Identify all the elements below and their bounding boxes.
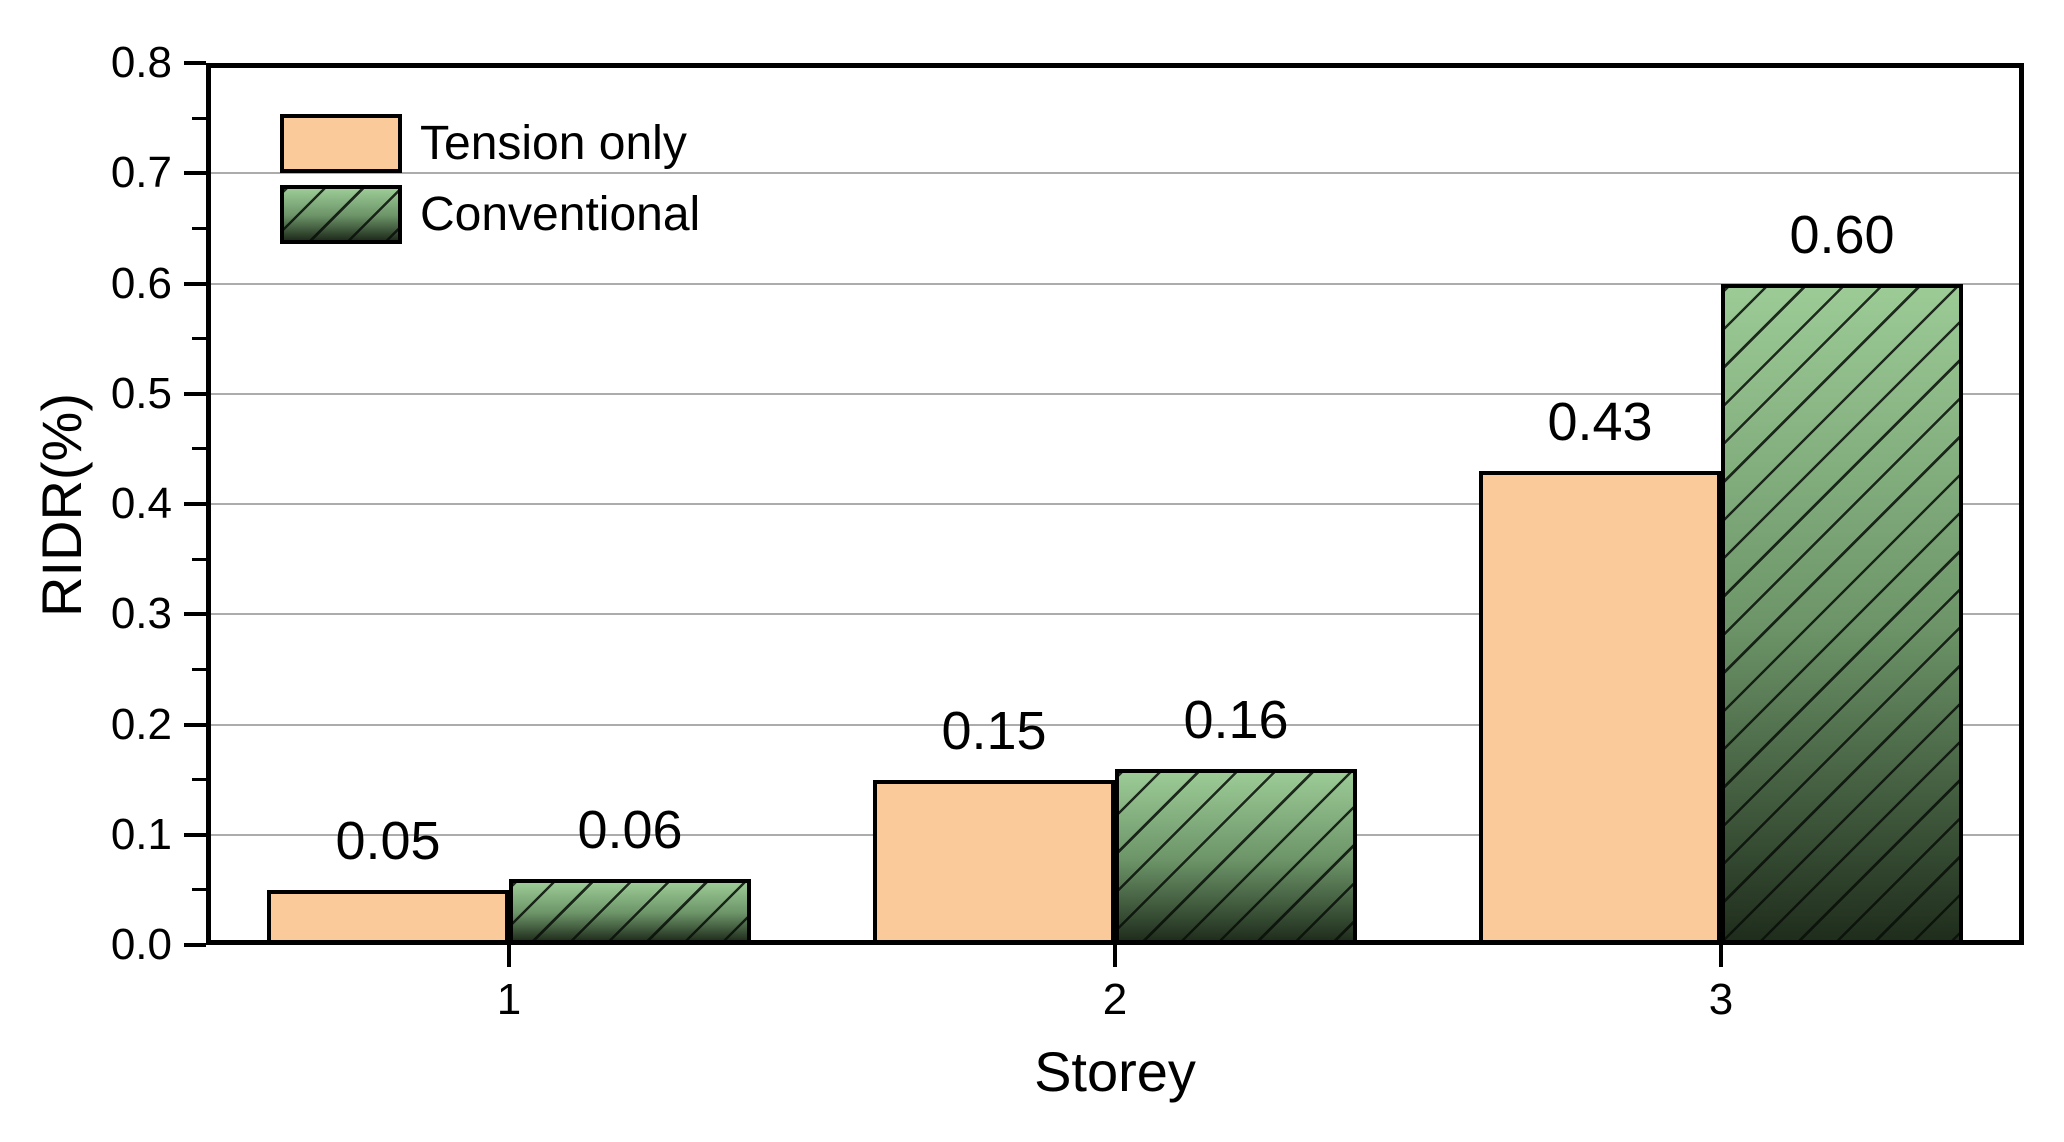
y-minor-tick xyxy=(192,888,206,892)
y-minor-tick xyxy=(192,226,206,230)
legend-swatch-tension-only xyxy=(280,114,402,173)
x-axis-title: Storey xyxy=(1034,1040,1196,1103)
bar-value-label: 0.43 xyxy=(1547,392,1653,452)
y-major-tick xyxy=(184,502,206,506)
x-major-tick xyxy=(1719,945,1723,967)
legend-swatch-conventional xyxy=(280,185,402,244)
y-tick-label: 0.3 xyxy=(110,589,172,639)
y-tick-label: 0.2 xyxy=(110,699,172,749)
x-tick-label: 2 xyxy=(1102,975,1128,1024)
legend-label-tension-only: Tension only xyxy=(420,116,687,170)
bar-conventional-storey-1 xyxy=(509,879,751,945)
y-major-tick xyxy=(184,722,206,727)
x-tick-label: 3 xyxy=(1708,975,1734,1024)
legend: Tension only Conventional xyxy=(280,114,700,244)
x-major-tick xyxy=(1113,945,1117,967)
y-tick-label: 0.8 xyxy=(110,38,172,87)
bar-tension-only-storey-3 xyxy=(1479,471,1721,945)
bar-conventional-storey-3 xyxy=(1721,284,1963,945)
bar-value-label: 0.60 xyxy=(1789,205,1895,265)
plot-area: 0.05 0.06 0.15 0.16 0.43 0.60 xyxy=(206,63,2024,945)
legend-item-tension-only: Tension only xyxy=(280,114,700,173)
y-minor-tick xyxy=(192,667,206,671)
y-minor-tick xyxy=(192,557,206,561)
legend-item-conventional: Conventional xyxy=(280,185,700,244)
gridline xyxy=(206,503,2024,505)
gridline xyxy=(206,613,2024,616)
y-tick-label: 0.5 xyxy=(110,368,172,418)
y-major-tick xyxy=(184,943,206,947)
gridline xyxy=(206,723,2024,726)
y-tick-label: 0.7 xyxy=(110,148,172,198)
y-major-tick xyxy=(184,281,206,286)
y-minor-tick xyxy=(192,337,206,341)
y-tick-label: 0.0 xyxy=(110,920,172,969)
y-major-tick xyxy=(184,391,206,396)
gridline xyxy=(206,282,2024,285)
y-minor-tick xyxy=(192,116,206,120)
y-major-tick xyxy=(184,171,206,176)
gridline xyxy=(206,172,2024,175)
bar-value-label: 0.06 xyxy=(577,800,683,860)
bar-value-label: 0.15 xyxy=(941,701,1047,761)
y-major-tick xyxy=(184,61,206,65)
bar-conventional-storey-2 xyxy=(1115,769,1357,945)
legend-label-conventional: Conventional xyxy=(420,187,701,241)
y-minor-tick xyxy=(192,447,206,451)
x-major-tick xyxy=(507,945,511,967)
bar-value-label: 0.16 xyxy=(1183,690,1289,750)
bar-value-label: 0.05 xyxy=(335,811,441,871)
y-tick-label: 0.6 xyxy=(110,258,172,308)
bar-tension-only-storey-1 xyxy=(267,890,509,945)
y-major-tick xyxy=(184,832,206,837)
x-tick-label: 1 xyxy=(496,975,522,1024)
y-tick-label: 0.1 xyxy=(110,809,172,859)
gridline xyxy=(206,392,2024,395)
y-tick-label: 0.4 xyxy=(110,479,172,528)
bar-tension-only-storey-2 xyxy=(873,780,1115,945)
y-minor-tick xyxy=(192,778,206,782)
y-major-tick xyxy=(184,612,206,617)
